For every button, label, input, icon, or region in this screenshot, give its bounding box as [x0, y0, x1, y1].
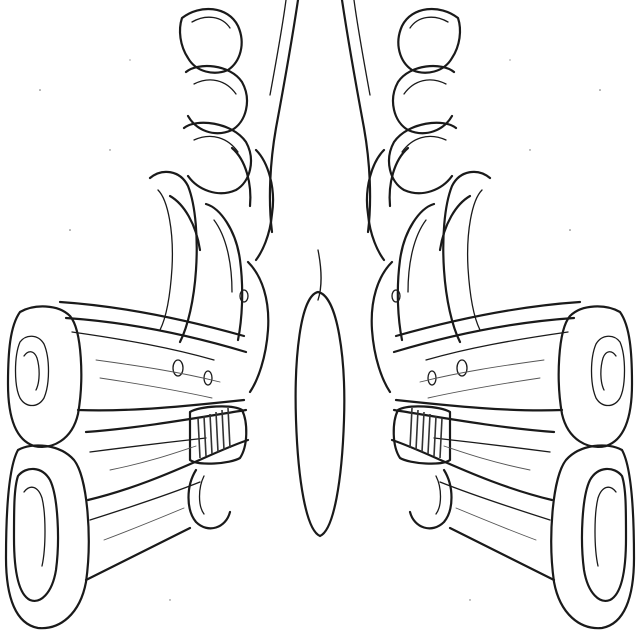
right-hand-with-pistol	[340, 0, 636, 630]
left-hand-with-pistol	[4, 0, 300, 630]
paper-specks	[39, 59, 601, 601]
center-wrist	[294, 249, 346, 538]
